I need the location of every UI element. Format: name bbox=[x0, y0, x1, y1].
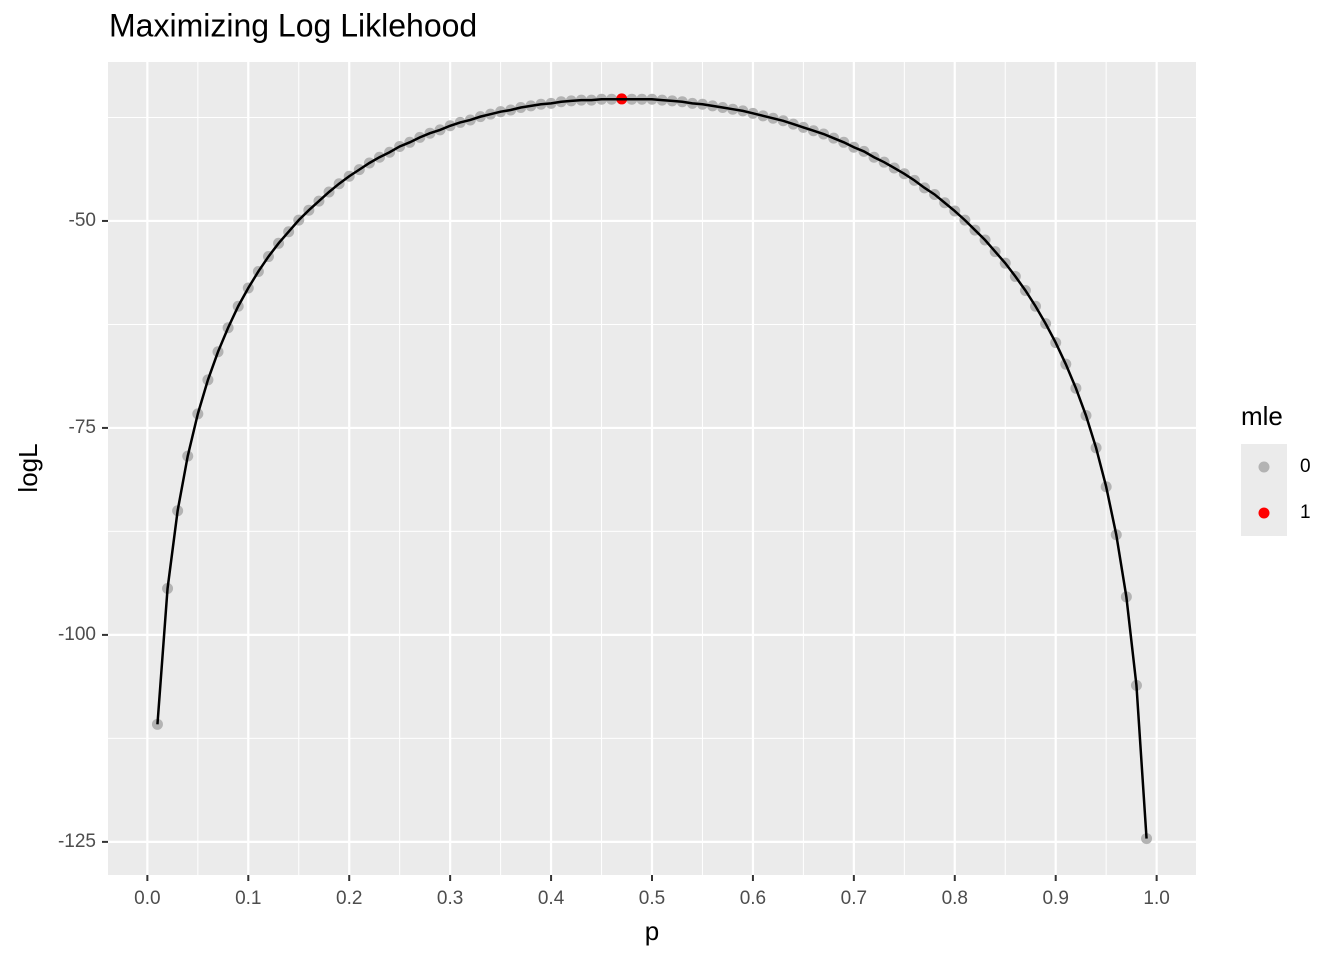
chart-title: Maximizing Log Liklehood bbox=[109, 7, 477, 43]
y-tick-label: -125 bbox=[58, 831, 96, 852]
x-tick-label: 0.7 bbox=[841, 888, 867, 909]
grid bbox=[108, 62, 1196, 875]
x-tick-label: 0.0 bbox=[134, 888, 160, 909]
x-tick-label: 0.4 bbox=[538, 888, 565, 909]
x-axis-title: p bbox=[645, 916, 659, 946]
legend-swatch bbox=[1258, 461, 1270, 473]
x-tick-label: 0.5 bbox=[639, 888, 665, 909]
y-tick-label: -50 bbox=[69, 210, 96, 231]
x-tick-label: 0.2 bbox=[336, 888, 362, 909]
x-tick-label: 1.0 bbox=[1143, 888, 1169, 909]
x-tick-label: 0.8 bbox=[942, 888, 968, 909]
x-tick-label: 0.3 bbox=[437, 888, 463, 909]
legend-title: mle bbox=[1241, 401, 1283, 431]
point bbox=[151, 718, 163, 730]
legend-label: 1 bbox=[1300, 502, 1311, 523]
y-axis-title: logL bbox=[13, 443, 43, 492]
y-tick-label: -75 bbox=[69, 417, 96, 438]
y-tick-label: -100 bbox=[58, 624, 96, 645]
x-tick-label: 0.9 bbox=[1042, 888, 1068, 909]
legend: mle 0 1 bbox=[1241, 401, 1311, 536]
legend-label: 0 bbox=[1300, 456, 1311, 477]
legend-swatch bbox=[1258, 507, 1270, 519]
axes: -125 -100 -75 -50 0.0 0.1 0.2 0.3 0.4 0.5 0.6 0.7 0.… bbox=[58, 210, 1170, 909]
marks bbox=[151, 93, 1153, 845]
x-tick-label: 0.1 bbox=[235, 888, 261, 909]
point bbox=[1141, 833, 1153, 845]
x-tick-label: 0.6 bbox=[740, 888, 766, 909]
curve bbox=[156, 98, 1148, 839]
